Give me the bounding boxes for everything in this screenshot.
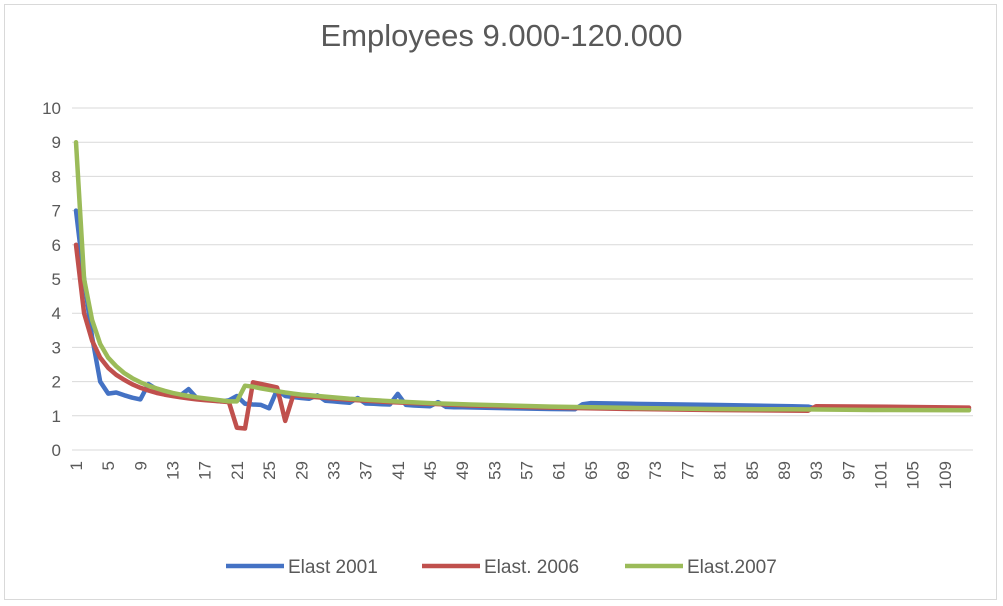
y-tick-label: 10: [42, 99, 61, 118]
y-tick-label: 2: [52, 373, 61, 392]
x-tick-label: 33: [324, 461, 343, 480]
x-tick-label: 89: [775, 461, 794, 480]
y-axis-ticks: 0 1 2 3 4 5 6 7 8 9 10: [42, 99, 61, 460]
x-tick-label: 17: [196, 461, 215, 480]
x-tick-label: 85: [743, 461, 762, 480]
y-tick-label: 9: [52, 133, 61, 152]
x-tick-label: 109: [936, 461, 955, 489]
y-tick-label: 0: [52, 441, 61, 460]
x-tick-label: 57: [518, 461, 537, 480]
x-tick-label: 37: [357, 461, 376, 480]
legend: Elast 2001 Elast. 2006 Elast.2007: [226, 557, 777, 578]
x-tick-label: 97: [839, 461, 858, 480]
chart-title: Employees 9.000-120.000: [320, 18, 683, 53]
gridlines: [72, 107, 973, 451]
x-tick-label: 25: [260, 461, 279, 480]
series-lines: [73, 139, 972, 431]
x-tick-label: 65: [582, 461, 601, 480]
x-tick-label: 21: [228, 461, 247, 480]
y-tick-label: 4: [52, 304, 61, 323]
x-tick-label: 29: [292, 461, 311, 480]
x-tick-label: 61: [550, 461, 569, 480]
x-tick-label: 101: [871, 461, 890, 489]
x-tick-label: 5: [99, 461, 118, 470]
x-tick-label: 105: [904, 461, 923, 489]
y-tick-label: 6: [52, 236, 61, 255]
x-tick-label: 73: [646, 461, 665, 480]
x-tick-label: 81: [711, 461, 730, 480]
x-tick-label: 9: [131, 461, 150, 470]
x-tick-label: 53: [485, 461, 504, 480]
x-tick-label: 49: [453, 461, 472, 480]
x-tick-label: 93: [807, 461, 826, 480]
legend-label: Elast 2001: [288, 557, 378, 578]
x-tick-label: 77: [678, 461, 697, 480]
x-tick-label: 45: [421, 461, 440, 480]
y-tick-label: 3: [52, 338, 61, 357]
x-axis-ticks: 1 5 9 13 17 21 25 29 33 37 41 45 49 53 57 61 65 69 73 77 81 8…: [67, 461, 955, 489]
x-tick-label: 69: [614, 461, 633, 480]
y-tick-label: 8: [52, 167, 61, 186]
series-line: [73, 208, 972, 412]
chart-area: [4, 4, 997, 600]
x-tick-label: 13: [164, 461, 183, 480]
y-tick-label: 5: [52, 270, 61, 289]
x-tick-label: 41: [389, 461, 408, 480]
series-line: [73, 139, 972, 413]
y-tick-label: 1: [52, 407, 61, 426]
y-tick-label: 7: [52, 202, 61, 221]
legend-label: Elast.2007: [687, 557, 777, 578]
x-tick-label: 1: [67, 461, 86, 470]
legend-label: Elast. 2006: [484, 557, 579, 578]
